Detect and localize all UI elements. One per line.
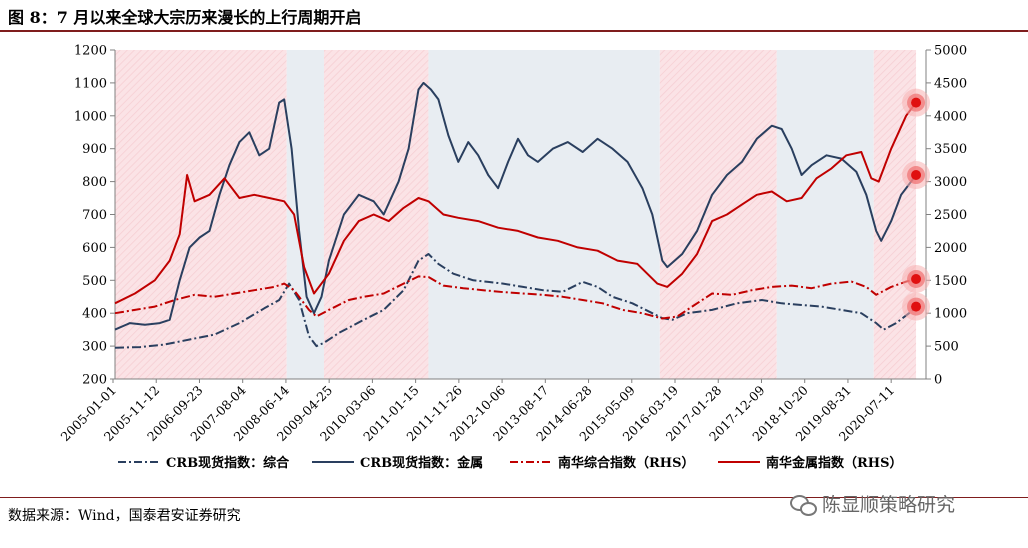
highlight-point	[911, 273, 922, 284]
series-line-2	[114, 275, 917, 320]
y-left-tick-label: 300	[82, 340, 107, 355]
legend-label: 南华金属指数（RHS）	[766, 456, 903, 471]
figure-title: 图 8：7 月以来全球大宗历来漫长的上行周期开启	[8, 8, 362, 27]
shaded-period-down	[286, 50, 324, 379]
y-left-tick-label: 1200	[74, 44, 107, 59]
shaded-period-down	[428, 50, 660, 379]
highlight-point	[911, 97, 922, 108]
y-left-tick-label: 800	[82, 175, 107, 190]
y-left-tick-label: 200	[82, 373, 107, 388]
y-right-tick-label: 1500	[934, 274, 967, 289]
y-left-tick-label: 1000	[74, 109, 107, 124]
y-right-tick-label: 3000	[934, 175, 967, 190]
y-left-tick-label: 400	[82, 307, 107, 322]
source-rule	[0, 497, 1028, 498]
y-left-tick-label: 900	[82, 142, 107, 157]
y-right-tick-label: 3500	[934, 142, 967, 157]
y-right-tick-label: 1000	[934, 307, 967, 322]
legend-item-crb-composite: CRB现货指数：综合	[118, 452, 289, 471]
y-left-tick-label: 1100	[74, 76, 107, 91]
highlight-point	[911, 301, 922, 312]
legend-item-nanhua-metals: 南华金属指数（RHS）	[718, 452, 902, 471]
legend-label: CRB现货指数：金属	[360, 456, 484, 471]
shaded-period-up	[323, 50, 429, 379]
legend-label: 南华综合指数（RHS）	[558, 456, 695, 471]
highlight-point	[911, 170, 922, 181]
y-left-tick-label: 700	[82, 208, 107, 223]
line-chart: 200 300 400 500 600 700 800 900 1000 1100 1200 0 500…	[58, 44, 968, 445]
source-note: 数据来源：Wind，国泰君安证券研究	[8, 508, 241, 524]
series-line-3	[114, 102, 917, 305]
y-right-tick-label: 4500	[934, 76, 967, 91]
y-right-tick-label: 2000	[934, 241, 967, 256]
chart-legend: CRB现货指数：综合 CRB现货指数：金属 南华综合指数（RHS） 南华金属指数…	[0, 452, 1028, 476]
watermark: 陈显顺策略研究	[790, 490, 955, 517]
y-right-tick-label: 2500	[934, 208, 967, 223]
wechat-icon	[790, 494, 817, 516]
legend-swatch-dashdot-navy	[118, 460, 160, 463]
watermark-text: 陈显顺策略研究	[822, 494, 956, 516]
legend-swatch-solid-navy	[312, 460, 354, 463]
y-right-tick-label: 500	[934, 340, 959, 355]
legend-item-crb-metals: CRB现货指数：金属	[312, 452, 483, 471]
y-left-tick-label: 600	[82, 241, 107, 256]
shaded-period-up	[115, 50, 287, 379]
title-rule	[0, 30, 1028, 32]
series-line-1	[114, 81, 917, 331]
legend-label: CRB现货指数：综合	[166, 456, 290, 471]
y-right-tick-label: 5000	[934, 44, 967, 59]
shaded-period-down	[776, 50, 874, 379]
shaded-period-up	[659, 50, 777, 379]
y-right-tick-label: 4000	[934, 109, 967, 124]
y-right-tick-label: 0	[934, 373, 942, 388]
legend-item-nanhua-composite: 南华综合指数（RHS）	[510, 452, 694, 471]
legend-swatch-solid-red	[718, 460, 760, 463]
y-left-tick-label: 500	[82, 274, 107, 289]
legend-swatch-dashdot-red	[510, 460, 552, 463]
